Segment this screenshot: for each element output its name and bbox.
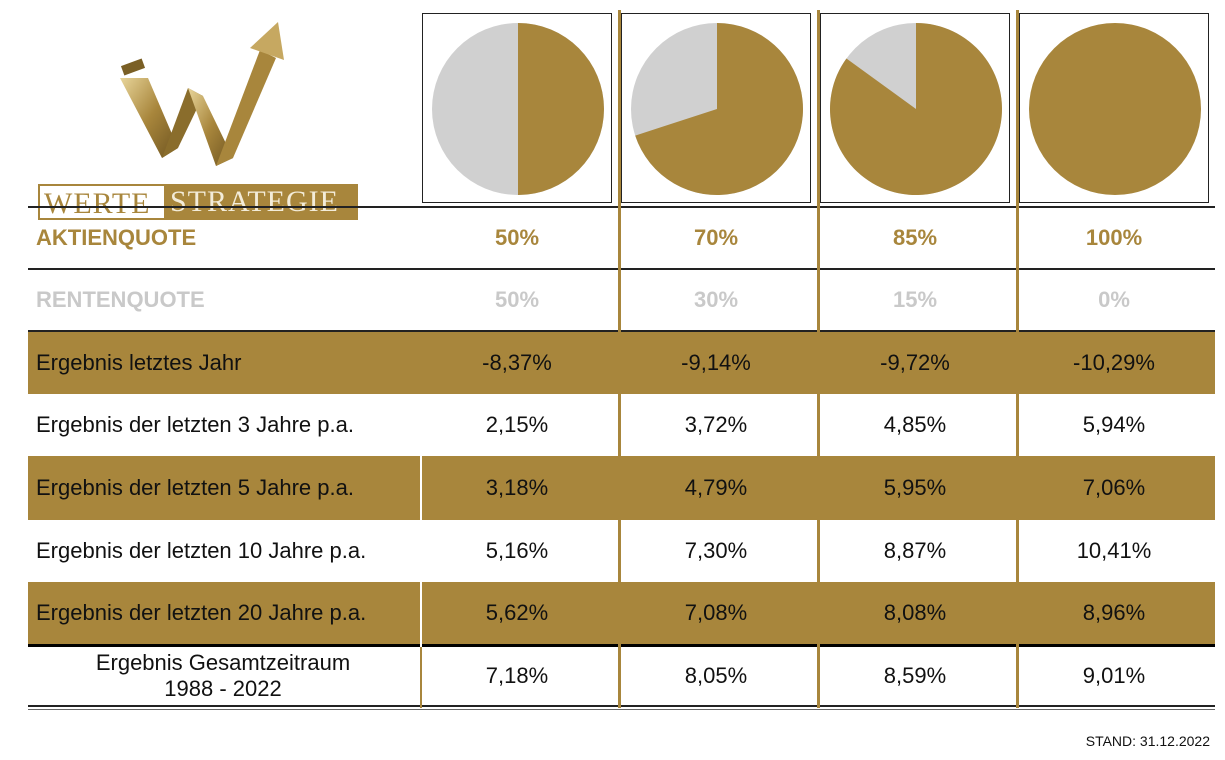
divider [28,268,1215,270]
total-label: Ergebnis Gesamtzeitraum 1988 - 2022 [28,647,418,705]
divider [28,330,1215,332]
cell-value: 5,16% [485,538,549,563]
divider-bottom [28,705,1215,707]
column-separator-light [420,456,422,708]
cell-value: 3,72% [684,412,748,437]
werte-strategie-logo: © WERTE STRATEGIE [38,18,358,220]
row-result-5y: Ergebnis der letzten 5 Jahre p.a. 3,18% … [28,456,1215,520]
cell-value: 7,30% [684,538,748,563]
aktienquote-value: 70% [693,225,739,250]
rentenquote-value: 30% [693,287,739,312]
row-label: Ergebnis der letzten 20 Jahre p.a. [36,600,367,625]
pie-slice-aktien [830,23,1002,195]
row-result-total: Ergebnis Gesamtzeitraum 1988 - 2022 7,18… [28,647,1215,705]
cell-value: 4,79% [684,475,748,500]
cell-value: -10,29% [1073,350,1155,375]
cell-value: 8,08% [883,600,947,625]
aktienquote-value: 100% [1085,225,1143,250]
cell-value: 8,05% [684,663,748,688]
rentenquote-label: RENTENQUOTE [36,287,205,312]
pie-box-2 [621,13,811,203]
aktienquote-value: 85% [892,225,938,250]
pie-slice-aktien [518,23,604,195]
pie-box-1 [422,13,612,203]
cell-value: 8,87% [883,538,947,563]
logo-copyright: © [226,142,234,153]
divider-bottom-double [28,709,1215,710]
row-result-last-year: Ergebnis letztes Jahr -8,37% -9,14% -9,7… [28,332,1215,394]
cell-value: 3,18% [485,475,549,500]
cell-value: -8,37% [482,350,552,375]
column-separator-gold [420,647,422,708]
pie-box-4 [1019,13,1209,203]
cell-value: 8,96% [1082,600,1146,625]
cell-value: 7,08% [684,600,748,625]
pie-slice-aktien [635,23,803,195]
row-label: Ergebnis der letzten 5 Jahre p.a. [36,475,354,500]
column-separator [817,10,820,708]
stand-date: STAND: 31.12.2022 [1085,733,1210,749]
logo-w-arrow-icon: © [120,22,284,166]
cell-value: 5,95% [883,475,947,500]
cell-value: 7,18% [485,663,549,688]
row-result-10y: Ergebnis der letzten 10 Jahre p.a. 5,16%… [28,520,1215,582]
aktienquote-value: 50% [494,225,540,250]
cell-value: 5,62% [485,600,549,625]
cell-value: 10,41% [1076,538,1152,563]
row-result-3y: Ergebnis der letzten 3 Jahre p.a. 2,15% … [28,394,1215,456]
logo-word-werte: WERTE [38,184,166,220]
cell-value: 7,06% [1082,475,1146,500]
row-label: Ergebnis der letzten 10 Jahre p.a. [36,538,367,563]
cell-value: 2,15% [485,412,549,437]
logo-word-strategie: STRATEGIE [164,184,358,220]
divider-thick [28,644,1215,647]
row-aktienquote: AKTIENQUOTE 50% 70% 85% 100% [28,208,1215,268]
row-label: Ergebnis letztes Jahr [36,350,242,375]
total-label-line1: Ergebnis Gesamtzeitraum [95,650,351,675]
column-separator [1016,10,1019,708]
cell-value: 9,01% [1082,663,1146,688]
column-separator [618,10,621,708]
cell-value: 8,59% [883,663,947,688]
pie-slice-aktien [1029,23,1201,195]
row-result-20y: Ergebnis der letzten 20 Jahre p.a. 5,62%… [28,582,1215,644]
cell-value: -9,14% [681,350,751,375]
cell-value: 4,85% [883,412,947,437]
rentenquote-value: 50% [494,287,540,312]
total-label-line2: 1988 - 2022 [164,676,282,701]
pie-box-3 [820,13,1010,203]
row-rentenquote: RENTENQUOTE 50% 30% 15% 0% [28,270,1215,330]
cell-value: 5,94% [1082,412,1146,437]
divider-top [28,206,1215,208]
rentenquote-value: 0% [1098,287,1130,312]
cell-value: -9,72% [880,350,950,375]
row-label: Ergebnis der letzten 3 Jahre p.a. [36,412,354,437]
aktienquote-label: AKTIENQUOTE [36,225,197,250]
rentenquote-value: 15% [892,287,938,312]
